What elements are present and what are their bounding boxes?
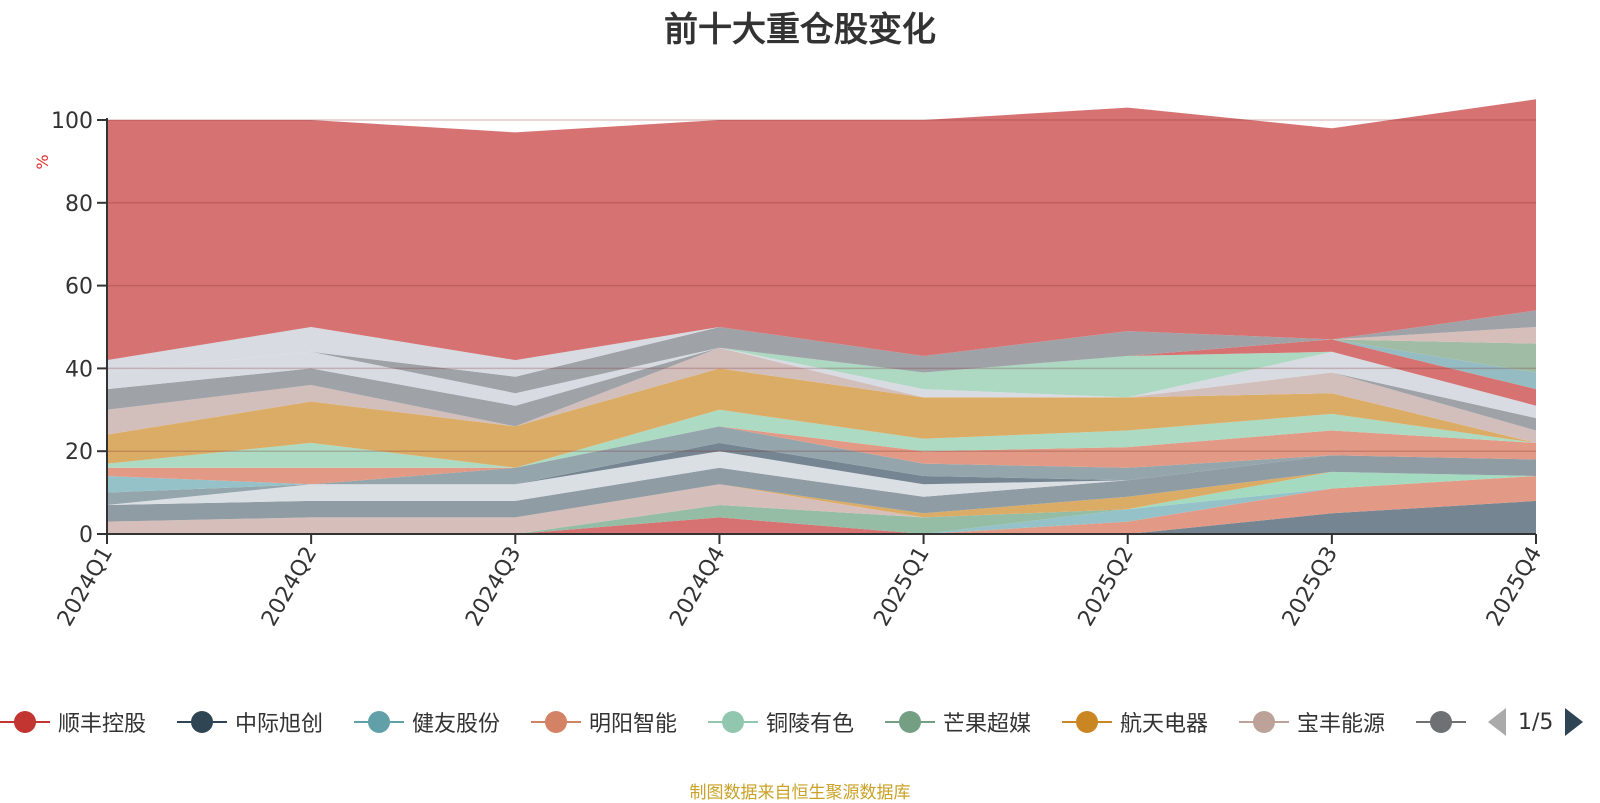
legend-item[interactable] [1416, 700, 1474, 744]
legend-page-indicator: 1/5 [1518, 709, 1554, 735]
legend-marker-icon [531, 700, 581, 744]
area-series-16 [107, 368, 1536, 468]
area-series-15 [107, 409, 1536, 468]
legend-item[interactable]: 中际旭创 [177, 700, 323, 744]
legend-marker-icon [177, 700, 227, 744]
area-series-6 [107, 471, 1536, 534]
legend-marker-icon [1062, 700, 1112, 744]
area-series-2 [107, 476, 1536, 534]
legend-label: 中际旭创 [235, 712, 324, 737]
legend-item[interactable]: 宝丰能源 [1239, 700, 1385, 744]
legend-item[interactable]: 明阳智能 [531, 700, 677, 744]
area-series-9 [107, 455, 1536, 522]
legend-marker-icon [1239, 700, 1289, 744]
x-tick-label: 2025Q3 [1278, 543, 1343, 631]
legend-next-arrow-icon[interactable] [1565, 708, 1584, 736]
x-tick-label: 2025Q2 [1074, 543, 1139, 631]
legend-label: 明阳智能 [589, 712, 678, 737]
legend-prev-arrow-icon[interactable] [1488, 708, 1506, 736]
legend-item[interactable]: 航天电器 [1062, 700, 1208, 744]
legend-marker-icon [885, 700, 935, 744]
x-tick-label: 2025Q1 [869, 543, 934, 631]
area-series-25 [107, 310, 1536, 394]
grid-lines [107, 119, 1536, 452]
area-series-20 [107, 347, 1536, 406]
legend-item[interactable]: 芒果超媒 [885, 700, 1031, 744]
legend-label: 宝丰能源 [1297, 712, 1386, 737]
source-note: 制图数据来自恒生聚源数据库 [689, 783, 911, 803]
area-series-7 [107, 471, 1536, 534]
legend: 顺丰控股 中际旭创 健友股份 明阳智能 铜陵有色 芒果超媒 航天电器 宝丰能源 [0, 700, 1600, 744]
y-tick-label: 20 [65, 440, 93, 465]
area-series-10 [107, 451, 1536, 505]
y-tick-label: 100 [51, 109, 93, 134]
legend-item[interactable]: 健友股份 [354, 700, 500, 744]
x-tick-label: 2024Q2 [257, 543, 322, 631]
x-tick-label: 2025Q4 [1482, 543, 1547, 631]
area-series-23 [107, 339, 1536, 394]
legend-marker-icon [0, 700, 50, 744]
legend-label: 健友股份 [412, 712, 501, 737]
chart-title: 前十大重仓股变化 [664, 10, 936, 50]
legend-label: 铜陵有色 [766, 712, 855, 737]
x-tick-label: 2024Q3 [461, 543, 526, 631]
area-series-18 [107, 347, 1536, 431]
legend-marker-icon [708, 700, 758, 744]
legend-label: 顺丰控股 [58, 712, 147, 737]
area-series-1 [107, 500, 1536, 534]
y-tick-label: 0 [79, 523, 93, 548]
legend-label: 航天电器 [1120, 712, 1209, 737]
legend-item[interactable]: 顺丰控股 [0, 700, 146, 744]
area-series-4 [107, 471, 1536, 534]
y-tick-label: 60 [65, 275, 93, 300]
area-series-layer [107, 99, 1536, 534]
area-series-13 [107, 426, 1536, 493]
legend-pager: 1/5 [1482, 700, 1600, 744]
x-tick-label: 2024Q1 [53, 543, 118, 631]
x-tick-label: 2024Q4 [665, 543, 730, 631]
y-tick-label: 40 [65, 357, 93, 382]
legend-label: 芒果超媒 [943, 712, 1032, 737]
area-series-27 [107, 99, 1536, 361]
y-tick-label: 80 [65, 192, 93, 217]
legend-marker-icon [1416, 700, 1466, 744]
area-series-17 [107, 347, 1536, 443]
legend-item[interactable]: 铜陵有色 [708, 700, 854, 744]
area-series-26 [107, 310, 1536, 377]
legend-marker-icon [354, 700, 404, 744]
y-axis-unit: % [33, 154, 52, 169]
area-series-19 [107, 347, 1536, 419]
area-series-14 [107, 426, 1536, 485]
